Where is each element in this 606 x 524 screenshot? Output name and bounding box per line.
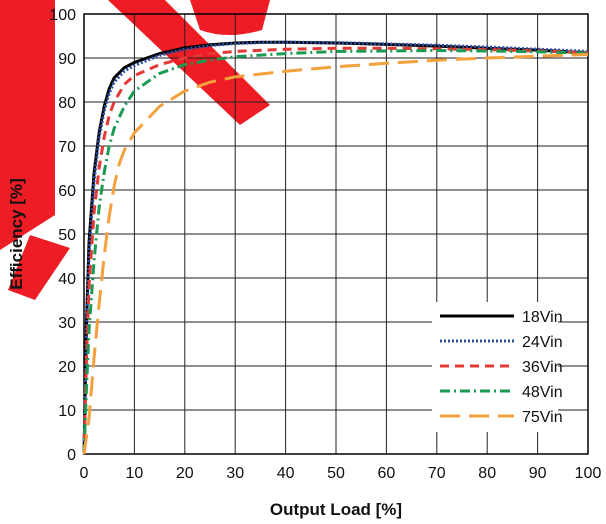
x-tick-label: 100: [575, 465, 602, 482]
x-tick-labels: 0 10 20 30 40 50 60 70 80 90 100: [80, 465, 602, 482]
series-line-36vin: [82, 46, 589, 455]
watermark-top-shape: [190, 0, 270, 35]
x-axis-title: Output Load [%]: [270, 500, 402, 519]
y-tick-label: 60: [58, 183, 76, 200]
x-tick-label: 50: [327, 465, 345, 482]
y-tick-label: 0: [67, 447, 76, 464]
watermark-left-bar: [0, 0, 55, 250]
watermark-lower-shape: [8, 235, 70, 300]
y-tick-label: 50: [58, 227, 76, 244]
x-tick-label: 90: [529, 465, 547, 482]
legend-label-48vin: 48Vin: [522, 384, 563, 401]
y-tick-label: 20: [58, 359, 76, 376]
legend-label-36vin: 36Vin: [522, 359, 563, 376]
y-tick-label: 100: [49, 7, 76, 24]
x-tick-label: 10: [126, 465, 144, 482]
x-tick-label: 70: [428, 465, 446, 482]
legend-label-24vin: 24Vin: [522, 334, 563, 351]
x-tick-label: 20: [176, 465, 194, 482]
series-line-75vin: [82, 53, 589, 455]
x-tick-label: 0: [80, 465, 89, 482]
legend-label-18vin: 18Vin: [522, 309, 563, 326]
legend-label-75vin: 75Vin: [522, 409, 563, 426]
y-axis-title: Efficiency [%]: [7, 178, 26, 289]
series-line-24vin: [82, 40, 589, 455]
x-tick-label: 60: [378, 465, 396, 482]
x-tick-label: 80: [478, 465, 496, 482]
y-tick-labels: 0 10 20 30 40 50 60 70 80 90 100: [49, 7, 76, 464]
y-tick-label: 40: [58, 271, 76, 288]
x-tick-label: 40: [277, 465, 295, 482]
plot-frame: [83, 13, 589, 455]
legend: 18Vin 24Vin 36Vin 48Vin 75Vin: [432, 302, 563, 432]
y-tick-label: 10: [58, 403, 76, 420]
series-lines: [82, 40, 589, 455]
y-tick-label: 70: [58, 139, 76, 156]
legend-background: [432, 302, 558, 432]
series-line-48vin: [82, 49, 589, 455]
x-tick-label: 30: [226, 465, 244, 482]
watermark-diagonal: [108, 0, 270, 125]
y-tick-label: 90: [58, 51, 76, 68]
y-tick-label: 30: [58, 315, 76, 332]
y-tick-label: 80: [58, 95, 76, 112]
watermark-logo: [0, 0, 270, 300]
